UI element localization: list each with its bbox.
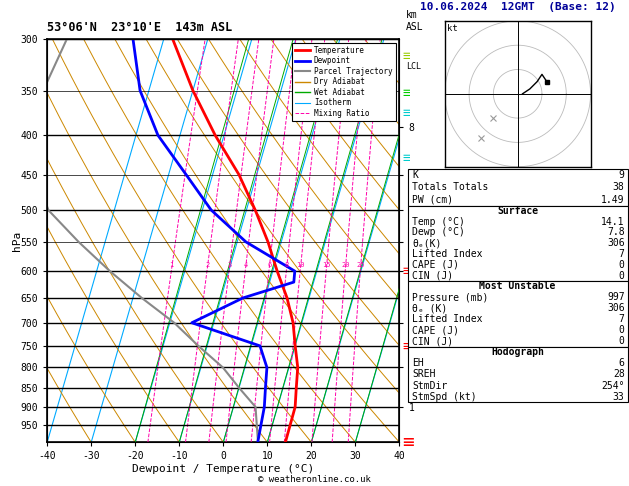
- Text: 997: 997: [607, 292, 625, 302]
- Text: ≡: ≡: [403, 152, 410, 165]
- Text: 4: 4: [243, 262, 248, 268]
- Text: kt: kt: [447, 24, 458, 33]
- Text: ≡: ≡: [403, 433, 415, 452]
- Text: EH: EH: [412, 358, 424, 368]
- Text: 7: 7: [619, 249, 625, 259]
- Text: 14.1: 14.1: [601, 217, 625, 227]
- Text: StmDir: StmDir: [412, 381, 447, 391]
- Text: ≡: ≡: [403, 50, 410, 63]
- Text: 8: 8: [284, 262, 289, 268]
- Text: 7.8: 7.8: [607, 227, 625, 238]
- Text: 10.06.2024  12GMT  (Base: 12): 10.06.2024 12GMT (Base: 12): [420, 2, 616, 13]
- Text: 6: 6: [619, 358, 625, 368]
- Text: 33: 33: [613, 392, 625, 402]
- Text: 53°06'N  23°10'E  143m ASL: 53°06'N 23°10'E 143m ASL: [47, 21, 233, 34]
- Text: 254°: 254°: [601, 381, 625, 391]
- Text: Lifted Index: Lifted Index: [412, 314, 482, 324]
- Text: hPa: hPa: [12, 230, 22, 251]
- Text: Hodograph: Hodograph: [491, 347, 544, 357]
- Text: km
ASL: km ASL: [406, 10, 423, 32]
- Text: 15: 15: [322, 262, 331, 268]
- Text: 10: 10: [296, 262, 304, 268]
- Text: 9: 9: [619, 170, 625, 180]
- Text: © weatheronline.co.uk: © weatheronline.co.uk: [258, 475, 371, 484]
- Text: Totals Totals: Totals Totals: [412, 182, 488, 192]
- Text: 306: 306: [607, 238, 625, 248]
- Text: 6: 6: [267, 262, 271, 268]
- Legend: Temperature, Dewpoint, Parcel Trajectory, Dry Adiabat, Wet Adiabat, Isotherm, Mi: Temperature, Dewpoint, Parcel Trajectory…: [292, 43, 396, 121]
- Text: Dewp (°C): Dewp (°C): [412, 227, 465, 238]
- Text: 0: 0: [619, 336, 625, 346]
- Text: 1.49: 1.49: [601, 194, 625, 205]
- Text: 0: 0: [619, 271, 625, 280]
- Text: CAPE (J): CAPE (J): [412, 260, 459, 270]
- Text: Pressure (mb): Pressure (mb): [412, 292, 488, 302]
- Text: ≡: ≡: [403, 338, 412, 353]
- Text: ≡: ≡: [403, 107, 410, 120]
- Text: LCL: LCL: [406, 62, 421, 71]
- Text: 28: 28: [613, 369, 625, 380]
- Text: θₑ (K): θₑ (K): [412, 303, 447, 313]
- Text: CIN (J): CIN (J): [412, 336, 453, 346]
- Text: CAPE (J): CAPE (J): [412, 325, 459, 335]
- Text: SREH: SREH: [412, 369, 435, 380]
- Text: ≡: ≡: [403, 87, 410, 100]
- Text: Temp (°C): Temp (°C): [412, 217, 465, 227]
- Text: 306: 306: [607, 303, 625, 313]
- Y-axis label: Mixing Ratio (g/kg): Mixing Ratio (g/kg): [421, 185, 431, 296]
- Text: 0: 0: [619, 325, 625, 335]
- Text: Most Unstable: Most Unstable: [479, 281, 556, 292]
- Text: StmSpd (kt): StmSpd (kt): [412, 392, 477, 402]
- Text: PW (cm): PW (cm): [412, 194, 453, 205]
- Text: 38: 38: [613, 182, 625, 192]
- Text: Surface: Surface: [497, 206, 538, 216]
- Text: 20: 20: [341, 262, 350, 268]
- Text: ≡: ≡: [403, 264, 410, 278]
- Text: 7: 7: [619, 314, 625, 324]
- Text: K: K: [412, 170, 418, 180]
- Text: Lifted Index: Lifted Index: [412, 249, 482, 259]
- Text: 1: 1: [170, 262, 174, 268]
- Text: 3: 3: [227, 262, 231, 268]
- Text: CIN (J): CIN (J): [412, 271, 453, 280]
- Text: 2: 2: [205, 262, 209, 268]
- Text: 25: 25: [356, 262, 365, 268]
- Text: θₑ(K): θₑ(K): [412, 238, 442, 248]
- X-axis label: Dewpoint / Temperature (°C): Dewpoint / Temperature (°C): [132, 464, 314, 474]
- Text: 0: 0: [619, 260, 625, 270]
